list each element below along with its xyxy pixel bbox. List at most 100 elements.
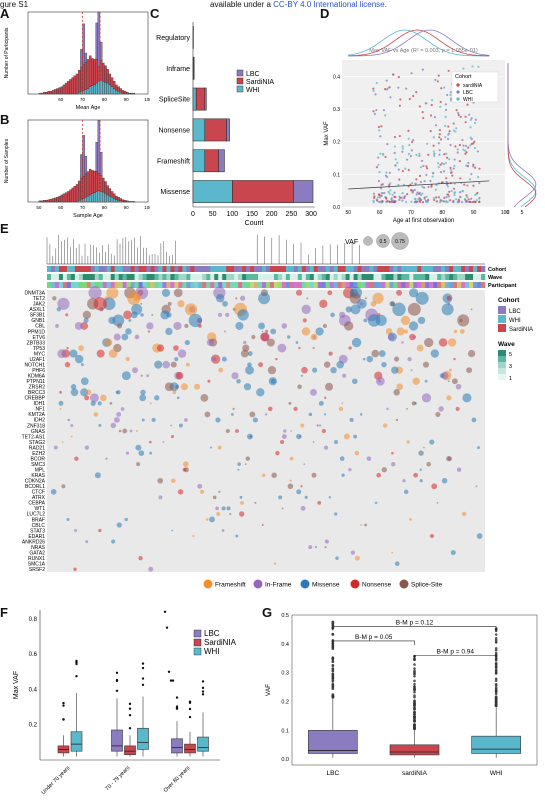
gene-label: DNMT3A — [24, 291, 45, 297]
mutation-bubble — [184, 418, 188, 422]
hist-bar-sardinia — [51, 90, 55, 95]
mutation-bubble — [239, 511, 245, 517]
annotation-cell — [281, 274, 287, 280]
mutation-bubble — [109, 402, 113, 405]
x-tick-label: 100 — [501, 210, 510, 216]
annotation-cell — [329, 266, 334, 272]
scatter-point — [418, 197, 421, 200]
wave-legend-swatch — [498, 356, 506, 362]
mutation-bubble — [59, 407, 62, 410]
annotation-cell — [238, 266, 243, 272]
mutation-bubble — [477, 446, 480, 450]
outlier-point — [128, 707, 132, 710]
scatter-point — [379, 135, 382, 138]
outlier-point — [115, 679, 119, 683]
scatter-point — [447, 195, 450, 198]
outlier-point — [331, 669, 335, 672]
outlier-point — [494, 666, 498, 669]
x-tick-label: 100 — [227, 211, 239, 218]
mutation-bubble — [235, 297, 238, 300]
scatter-point — [414, 182, 417, 185]
hist-bar-sardinia — [91, 58, 94, 86]
annotation-cell — [289, 274, 295, 280]
annotation-cell — [405, 274, 410, 280]
scatter-point — [426, 200, 429, 204]
outlier-point — [413, 685, 416, 689]
x-tick-label: 50 — [345, 210, 351, 216]
hist-bar-lbc — [99, 41, 103, 61]
mutation-bubble — [129, 429, 133, 433]
annotation-cell — [389, 282, 394, 288]
bar-segment-whi — [192, 87, 197, 111]
mutation-bubble — [354, 450, 360, 456]
panel-c-bar-chart: Regulatory Inframe SpliceSite Nonsense Frame… — [156, 22, 317, 227]
annotation-cell — [114, 266, 119, 272]
mutation-bubble — [391, 551, 394, 554]
scatter-point — [434, 78, 437, 81]
gene-label: PPM1D — [28, 329, 46, 335]
annotation-cell — [277, 274, 283, 280]
license-link[interactable]: CC-BY 4.0 International license. — [273, 0, 387, 9]
hist-bar-sardinia — [121, 90, 125, 94]
marginal-density-top — [348, 29, 490, 57]
scatter-point — [440, 162, 444, 165]
annotation-cell — [429, 274, 434, 280]
mutation-bubble — [260, 332, 270, 342]
mutation-bubble — [402, 479, 406, 483]
annotation-cell — [254, 274, 259, 280]
scatter-point — [466, 164, 469, 168]
legend-marker — [456, 90, 460, 94]
panel-e-mutation-heatmap: Cohort Wave Participant DNMT3ATET2JAK2ASXL1… — [22, 232, 533, 589]
scatter-point — [450, 189, 453, 193]
gene-label: BRCC3 — [28, 390, 45, 396]
mutation-bubble — [303, 463, 306, 466]
annotation-cell — [266, 282, 271, 288]
annotation-cell — [465, 274, 470, 280]
mutation-bubble — [296, 489, 302, 495]
hist-bar-whi — [108, 195, 112, 203]
wave-legend-swatch — [498, 362, 506, 368]
annotation-cell — [437, 274, 442, 280]
legend-label: LBC — [246, 71, 260, 78]
mutation-bubble — [429, 439, 435, 445]
mutation-bubble — [450, 550, 456, 556]
hist-bar-sardinia — [58, 195, 61, 203]
scatter-point — [442, 170, 446, 173]
mutation-bubble — [353, 434, 358, 439]
scatter-point — [396, 161, 399, 164]
hist-bar-sardinia — [84, 173, 88, 198]
hist-bar-sardinia — [117, 197, 120, 201]
hist-bar-lbc — [95, 142, 98, 172]
mutation-bubble — [439, 373, 445, 379]
mutation-bubble — [300, 423, 305, 428]
scatter-point — [401, 145, 404, 148]
mutation-bubble — [333, 440, 339, 445]
annotation-cell — [146, 282, 151, 288]
hist-bar-whi — [91, 193, 94, 203]
y-tick-label: 0.0 — [333, 205, 340, 211]
annotation-cell — [389, 266, 394, 272]
outlier-point — [413, 725, 416, 729]
mutation-bubble — [221, 356, 227, 362]
gene-label: STAG2 — [29, 440, 45, 446]
mutation-bubble — [136, 462, 141, 467]
figure-caption-fragment: gure S1 — [0, 0, 29, 9]
annotation-cell — [186, 282, 191, 288]
mutation-legend-label: Frameshift — [215, 582, 246, 589]
scatter-point — [384, 196, 388, 199]
annotation-cell — [246, 274, 251, 280]
annotation-cell — [453, 274, 458, 280]
scatter-point — [425, 165, 428, 168]
mutation-bubble — [58, 400, 64, 406]
mutation-bubble — [278, 495, 283, 500]
annotation-cell — [313, 282, 319, 288]
outlier-point — [115, 689, 119, 692]
mutation-bubble — [319, 424, 322, 427]
scatter-point — [375, 108, 378, 112]
annotation-cell — [154, 274, 159, 280]
mutation-bubble — [451, 378, 458, 385]
mutation-bubble — [456, 467, 462, 472]
hist-bar-sardinia — [51, 198, 55, 203]
hist-bar-whi — [108, 84, 112, 95]
gene-label: RAD21 — [29, 445, 45, 451]
